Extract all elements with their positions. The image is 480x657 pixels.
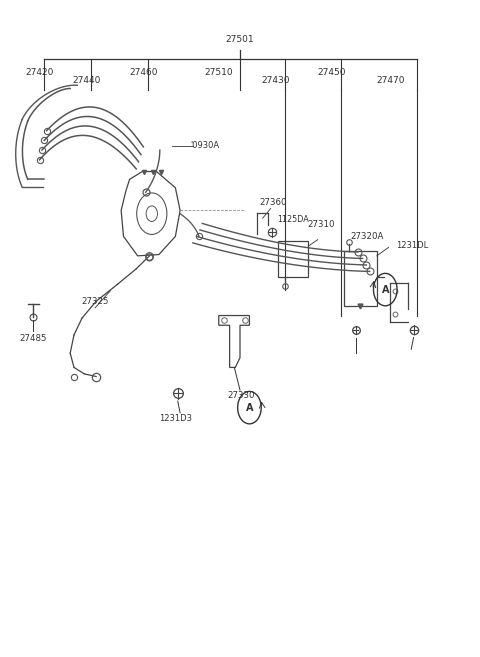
Text: 27501: 27501 <box>226 35 254 44</box>
Text: A: A <box>246 403 253 413</box>
Text: 27430: 27430 <box>261 76 289 85</box>
Text: '0930A: '0930A <box>190 141 219 150</box>
Text: 27310: 27310 <box>307 220 335 229</box>
Text: 27470: 27470 <box>377 76 405 85</box>
Text: 27450: 27450 <box>318 68 346 77</box>
Text: 27330: 27330 <box>227 392 255 401</box>
Text: 27360: 27360 <box>260 198 287 206</box>
Text: 1231DL: 1231DL <box>396 241 428 250</box>
Text: 27510: 27510 <box>204 68 233 77</box>
Text: 27420: 27420 <box>25 68 54 77</box>
Text: 1231D3: 1231D3 <box>159 413 192 422</box>
Text: 27320A: 27320A <box>351 232 384 241</box>
Text: 27440: 27440 <box>72 76 101 85</box>
Text: 27460: 27460 <box>129 68 157 77</box>
Text: 27485: 27485 <box>20 334 47 344</box>
Text: 27325: 27325 <box>82 297 109 306</box>
Text: 1125DA: 1125DA <box>277 215 309 224</box>
Text: A: A <box>382 284 389 294</box>
